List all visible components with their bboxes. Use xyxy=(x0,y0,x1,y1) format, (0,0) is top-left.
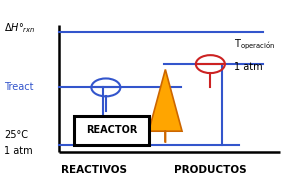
Text: 1 atm: 1 atm xyxy=(4,146,33,156)
FancyBboxPatch shape xyxy=(74,116,149,145)
Text: REACTOR: REACTOR xyxy=(86,125,137,135)
FancyArrow shape xyxy=(149,70,182,142)
Text: T$_{\mathrm{operaci\'{o}n}}$: T$_{\mathrm{operaci\'{o}n}}$ xyxy=(234,37,275,52)
Text: 25°C: 25°C xyxy=(4,130,28,140)
Text: PRODUCTOS: PRODUCTOS xyxy=(174,165,247,175)
Text: 1 atm: 1 atm xyxy=(234,62,262,72)
Text: REACTIVOS: REACTIVOS xyxy=(61,165,127,175)
Text: Treact: Treact xyxy=(4,82,34,92)
Text: $\Delta H\degree_{rxn}$: $\Delta H\degree_{rxn}$ xyxy=(4,21,36,35)
